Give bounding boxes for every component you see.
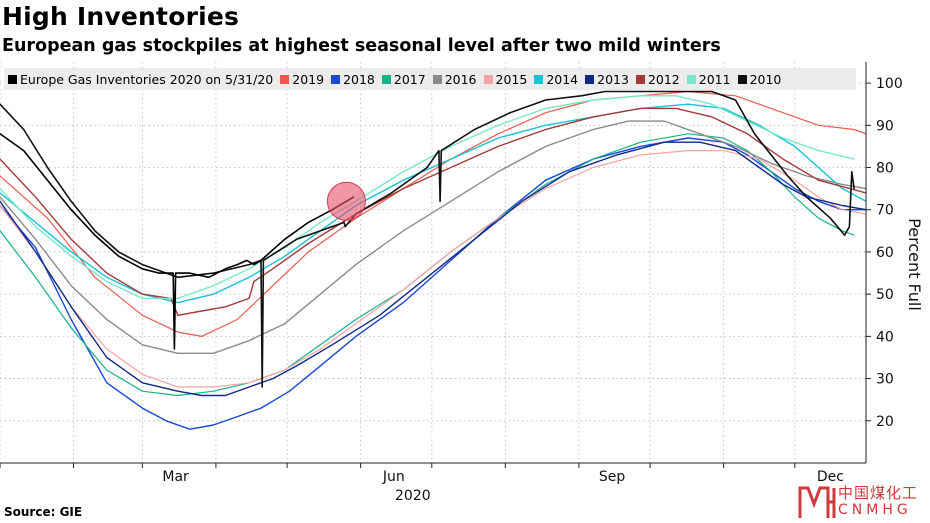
axes: Mar Jun Sep Dec20202030405060708090100Perce… <box>0 62 924 504</box>
legend-item: 2014 <box>534 72 578 87</box>
y-tick-label: 40 <box>876 329 894 345</box>
legend-swatch <box>483 74 493 84</box>
legend-swatch <box>331 74 341 84</box>
x-tick-label: Sep <box>599 469 626 485</box>
legend-label: Europe Gas Inventories 2020 on 5/31/20 <box>20 71 274 87</box>
source-note: Source: GIE <box>4 505 83 519</box>
legend-item: 2016 <box>432 71 477 87</box>
chart-legend: Europe Gas Inventories 2020 on 5/31/20 20… <box>4 68 856 90</box>
legend-swatch <box>686 74 696 84</box>
legend-swatch <box>534 74 544 84</box>
legend-item: 2019 <box>280 72 324 87</box>
x-tick-label: Mar <box>162 469 189 485</box>
legend-label: 2019 <box>292 71 325 87</box>
series-line-2015 <box>0 150 867 388</box>
y-tick-label: 50 <box>876 287 894 303</box>
legend-swatch <box>8 74 17 84</box>
legend-item: 2015 <box>483 71 528 87</box>
y-tick-label: 70 <box>876 203 894 219</box>
y-tick-label: 90 <box>876 118 894 134</box>
y-axis-label: Percent Full <box>905 218 924 311</box>
chart-title: High Inventories <box>2 2 240 31</box>
y-tick-label: 20 <box>876 414 894 430</box>
series-line-2010 <box>0 90 855 388</box>
legend-label: 2011 <box>698 71 731 87</box>
legend-label: 2017 <box>393 71 426 87</box>
series-line-2011 <box>0 95 855 300</box>
watermark-en-text: CNMHG <box>838 502 912 518</box>
series-line-2017 <box>0 133 855 397</box>
legend-label: 2010 <box>749 71 782 87</box>
legend-item: 2013 <box>585 72 629 87</box>
legend-swatch <box>280 74 290 84</box>
series-line-2012 <box>0 107 867 316</box>
watermark-emblem-icon <box>798 486 836 518</box>
y-tick-label: 30 <box>876 372 894 388</box>
legend-item: 2010 <box>737 71 782 87</box>
x-tick-label: Jun <box>382 469 405 485</box>
y-tick-label: 100 <box>876 76 903 92</box>
legend-item: Europe Gas Inventories 2020 on 5/31/20 <box>8 72 273 87</box>
watermark-cn-text: 中国煤化工 <box>838 484 919 502</box>
series-line-2018 <box>0 137 867 430</box>
legend-swatch <box>737 74 747 84</box>
legend-label: 2018 <box>343 71 375 87</box>
legend-label: 2014 <box>546 71 579 87</box>
series-line-2013 <box>0 141 867 397</box>
series-line-europe-gas-inventories-2020-on-5-31-20 <box>0 133 355 350</box>
highlight-marker <box>326 181 366 221</box>
legend-label: 2015 <box>495 71 528 87</box>
legend-label: 2016 <box>444 71 477 87</box>
legend-item: 2018 <box>331 72 375 87</box>
highlight-circle <box>326 181 366 221</box>
y-tick-label: 80 <box>876 161 894 177</box>
x-axis-label: 2020 <box>395 488 431 504</box>
legend-label: 2012 <box>647 71 680 87</box>
legend-swatch <box>432 74 442 84</box>
x-tick-label: Dec <box>817 469 844 485</box>
legend-swatch <box>635 74 645 84</box>
watermark-logo: 中国煤化工 CNMHG <box>798 482 928 522</box>
legend-item: 2011 <box>686 71 731 87</box>
legend-swatch <box>585 74 595 84</box>
legend-label: 2013 <box>597 71 629 87</box>
chart-subtitle: European gas stockpiles at highest seaso… <box>2 36 721 56</box>
series-lines <box>0 90 867 430</box>
legend-item: 2012 <box>635 71 680 87</box>
series-line-2016 <box>0 120 867 354</box>
y-tick-label: 60 <box>876 245 894 261</box>
legend-swatch <box>381 74 391 84</box>
legend-item: 2017 <box>381 71 426 87</box>
